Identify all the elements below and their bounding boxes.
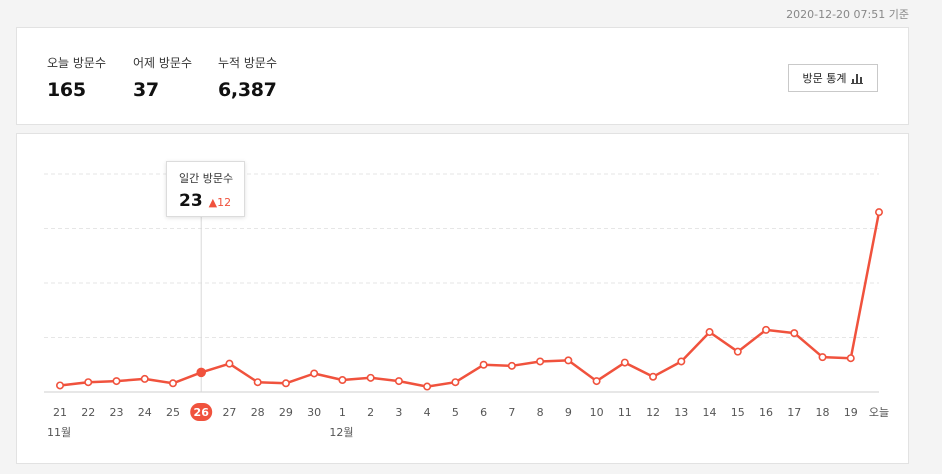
x-tick-label: 16	[759, 406, 773, 419]
data-point	[112, 377, 121, 386]
stat-yesterday-label: 어제 방문수	[133, 56, 193, 70]
stat-yesterday-value: 37	[133, 79, 159, 101]
x-tick-label: 21	[53, 406, 67, 419]
data-point	[394, 377, 403, 386]
data-point	[253, 378, 262, 387]
last-updated-timestamp: 2020-12-20 07:51 기준	[786, 8, 909, 21]
stat-today-value: 165	[47, 79, 86, 101]
daily-visits-line-chart: 21 22 23 24 25 26 27 28 29 30 1 2 3 4 5 6 7 8 9 10 11 12 13 14 1…	[44, 173, 889, 439]
x-tick-label: 5	[452, 406, 459, 419]
x-tick-label: 28	[251, 406, 265, 419]
data-point	[762, 325, 771, 334]
x-tick-label: 13	[674, 406, 688, 419]
data-point	[677, 357, 686, 366]
data-point	[140, 374, 149, 383]
x-tick-label: 3	[395, 406, 402, 419]
month-label: 11월	[47, 426, 71, 439]
x-tick-label: 26	[194, 406, 210, 419]
data-point	[168, 379, 177, 388]
x-tick-label: 11	[618, 406, 632, 419]
x-tick-label: 24	[138, 406, 152, 419]
data-point	[338, 376, 347, 385]
data-point	[649, 372, 658, 381]
data-point	[846, 354, 855, 363]
visitor-stats-card: 오늘 방문수 165 어제 방문수 37 누적 방문수 6,387 방문 통계	[16, 27, 909, 125]
bar-chart-icon	[851, 73, 864, 84]
tooltip-value: 23	[179, 191, 203, 211]
stat-total-label: 누적 방문수	[218, 56, 278, 70]
tooltip-label: 일간 방문수	[179, 172, 234, 185]
x-tick-label: 18	[816, 406, 830, 419]
data-point	[790, 329, 799, 338]
x-tick-label: 27	[222, 406, 236, 419]
x-tick-label: 4	[424, 406, 431, 419]
data-point	[225, 359, 234, 368]
x-tick-label: 30	[307, 406, 321, 419]
x-tick-label: 10	[590, 406, 604, 419]
stat-total-value: 6,387	[218, 79, 277, 101]
data-point	[705, 328, 714, 337]
data-point	[366, 373, 375, 382]
data-point	[196, 367, 207, 378]
data-point	[874, 208, 883, 217]
up-arrow-icon: ▲	[208, 196, 218, 209]
visit-stats-button[interactable]: 방문 통계	[788, 64, 878, 92]
x-tick-label: 23	[109, 406, 123, 419]
x-tick-label: 2	[367, 406, 374, 419]
x-tick-label: 7	[508, 406, 515, 419]
x-tick-label: 1	[339, 406, 346, 419]
data-point	[592, 377, 601, 386]
x-tick-label: 29	[279, 406, 293, 419]
data-point	[620, 358, 629, 367]
data-point	[451, 378, 460, 387]
tooltip-delta-value: 12	[217, 196, 232, 209]
data-point	[818, 353, 827, 362]
x-tick-label: 오늘	[869, 406, 889, 419]
chart-tooltip: 일간 방문수 23 ▲12	[166, 161, 245, 217]
visit-stats-button-label: 방문 통계	[802, 72, 847, 85]
x-tick-label: 15	[731, 406, 745, 419]
data-point	[507, 361, 516, 370]
data-point	[564, 356, 573, 365]
x-tick-label: 19	[844, 406, 858, 419]
x-tick-label: 12	[646, 406, 660, 419]
data-point	[84, 378, 93, 387]
data-point	[281, 379, 290, 388]
stat-total: 누적 방문수 6,387	[218, 54, 277, 101]
data-point	[55, 381, 64, 390]
x-tick-label: 6	[480, 406, 487, 419]
stat-yesterday: 어제 방문수 37	[133, 54, 192, 101]
x-tick-label: 22	[81, 406, 95, 419]
x-tick-label: 17	[787, 406, 801, 419]
data-point	[310, 369, 319, 378]
stat-today: 오늘 방문수 165	[47, 54, 106, 101]
data-point	[479, 360, 488, 369]
visitor-chart-card: 21 22 23 24 25 26 27 28 29 30 1 2 3 4 5 6 7 8 9 10 11 12 13 14 1…	[16, 133, 909, 464]
x-tick-label: 25	[166, 406, 180, 419]
x-tick-label: 8	[537, 406, 544, 419]
month-label: 12월	[329, 426, 353, 439]
data-point	[733, 347, 742, 356]
x-tick-label: 9	[565, 406, 572, 419]
data-point	[536, 357, 545, 366]
tooltip-delta: ▲12	[209, 196, 231, 209]
x-tick-label: 14	[703, 406, 717, 419]
selected-day-badge	[190, 403, 213, 421]
data-point	[423, 382, 432, 391]
series-line	[59, 211, 881, 388]
stat-today-label: 오늘 방문수	[47, 56, 107, 70]
